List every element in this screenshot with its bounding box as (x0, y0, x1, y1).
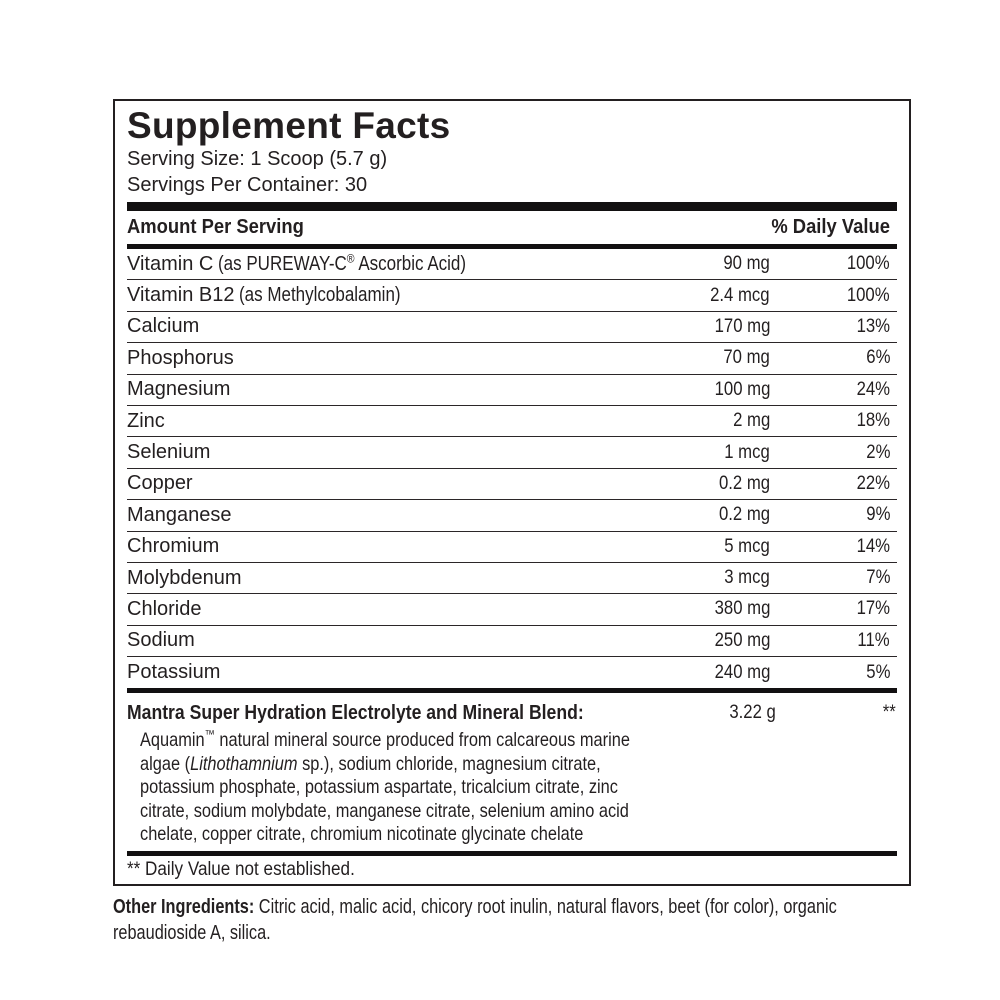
nutrient-amount: 100 mg (714, 378, 770, 400)
thick-divider-top (127, 202, 897, 211)
blend-row: Mantra Super Hydration Electrolyte and M… (127, 693, 897, 727)
header-daily-value: % Daily Value (771, 216, 890, 238)
nutrient-name: Zinc (127, 409, 165, 432)
trademark-symbol: ® (347, 251, 355, 266)
nutrient-name: Calcium (127, 315, 200, 338)
text-line: rebaudioside A, silica. (113, 922, 271, 944)
nutrient-name: Copper (127, 472, 193, 495)
nutrient-daily-value: 5% (865, 661, 890, 683)
nutrient-name: Magnesium (127, 378, 231, 401)
nutrient-name-detail: (as PUREWAY-C® Ascorbic Acid) (218, 251, 467, 275)
nutrient-row: Chloride 380 mg 17% (127, 594, 897, 626)
nutrient-daily-value: 2% (865, 441, 890, 463)
nutrient-amount: 380 mg (714, 598, 770, 620)
other-ingredients: Other Ingredients: Citric acid, malic ac… (113, 894, 973, 946)
nutrient-rows: Vitamin C (as PUREWAY-C® Ascorbic Acid) 90… (127, 249, 897, 688)
nutrient-amount: 240 mg (714, 661, 770, 683)
nutrient-name: Chloride (127, 597, 202, 620)
nutrient-daily-value: 7% (865, 567, 890, 589)
nutrient-daily-value: 17% (856, 598, 890, 620)
nutrient-name: Chromium (127, 535, 220, 558)
nutrient-daily-value: 6% (865, 347, 890, 369)
nutrient-amount: 3 mcg (724, 567, 770, 589)
text-line: potassium phosphate, potassium aspartate… (140, 776, 618, 799)
panel-title: Supplement Facts (127, 105, 451, 146)
nutrient-name: Potassium (127, 661, 221, 684)
footnote: ** Daily Value not established. (127, 856, 897, 883)
nutrient-row: Vitamin B12 (as Methylcobalamin) 2.4 mcg 10… (127, 280, 897, 312)
nutrient-row: Chromium 5 mcg 14% (127, 532, 897, 563)
nutrient-row: Vitamin C (as PUREWAY-C® Ascorbic Acid) 90… (127, 249, 897, 281)
nutrient-name: Selenium (127, 441, 211, 464)
blend-daily-value: ** (882, 702, 896, 724)
nutrient-amount: 90 mg (723, 253, 770, 275)
nutrient-amount: 5 mcg (724, 535, 770, 557)
servings-per-container: Servings Per Container: 30 (127, 174, 368, 196)
nutrient-row: Sodium 250 mg 11% (127, 626, 897, 658)
nutrient-daily-value: 9% (865, 504, 890, 526)
nutrient-amount: 2.4 mcg (710, 284, 770, 306)
nutrient-row: Molybdenum 3 mcg 7% (127, 563, 897, 595)
nutrient-name: Manganese (127, 503, 232, 526)
nutrient-row: Manganese 0.2 mg 9% (127, 500, 897, 532)
nutrient-daily-value: 13% (856, 315, 890, 337)
nutrient-name: Phosphorus (127, 346, 234, 369)
header-amount-per-serving: Amount Per Serving (127, 216, 304, 238)
nutrient-row: Potassium 240 mg 5% (127, 657, 897, 688)
nutrient-daily-value: 11% (857, 629, 890, 651)
text-line: chelate, copper citrate, chromium nicoti… (140, 823, 584, 846)
serving-size: Serving Size: 1 Scoop (5.7 g) (127, 148, 388, 170)
nutrient-row: Magnesium 100 mg 24% (127, 375, 897, 406)
nutrient-row: Copper 0.2 mg 22% (127, 469, 897, 501)
blend-divider (127, 688, 897, 694)
blend-name: Mantra Super Hydration Electrolyte and M… (127, 701, 584, 724)
text-line: Aquamin™ natural mineral source produced… (140, 727, 630, 752)
nutrient-amount: 2 mg (732, 410, 770, 432)
nutrient-row: Calcium 170 mg 13% (127, 312, 897, 344)
nutrient-name: Vitamin C (127, 252, 214, 275)
nutrient-daily-value: 22% (856, 472, 890, 494)
footnote-text: ** Daily Value not established. (127, 858, 355, 880)
nutrient-daily-value: 100% (847, 284, 890, 306)
nutrient-amount: 0.2 mg (718, 504, 770, 526)
blend-amount: 3.22 g (729, 702, 776, 724)
nutrient-amount: 170 mg (714, 315, 770, 337)
nutrient-row: Zinc 2 mg 18% (127, 406, 897, 438)
supplement-facts-panel: Supplement Facts Serving Size: 1 Scoop (… (113, 99, 911, 886)
nutrient-name: Vitamin B12 (127, 284, 235, 307)
nutrient-daily-value: 100% (847, 253, 890, 275)
text-line: citrate, sodium molybdate, manganese cit… (140, 799, 629, 822)
footnote-divider (127, 850, 897, 856)
blend-description: Aquamin™ natural mineral source produced… (140, 729, 897, 847)
nutrient-daily-value: 24% (856, 378, 890, 400)
text-line: algae (Lithothamnium sp.), sodium chlori… (140, 752, 601, 775)
nutrient-amount: 0.2 mg (718, 472, 770, 494)
nutrient-row: Phosphorus 70 mg 6% (127, 343, 897, 375)
header-divider (127, 244, 897, 249)
nutrient-name-detail: (as Methylcobalamin) (239, 284, 402, 307)
table-header: Amount Per Serving % Daily Value (127, 211, 897, 244)
nutrient-amount: 70 mg (723, 347, 770, 369)
nutrient-daily-value: 14% (856, 535, 890, 557)
text-line: Other Ingredients: Citric acid, malic ac… (113, 896, 837, 918)
nutrient-amount: 250 mg (714, 629, 770, 651)
nutrient-name: Sodium (127, 629, 195, 652)
nutrient-daily-value: 18% (856, 410, 890, 432)
nutrient-row: Selenium 1 mcg 2% (127, 437, 897, 469)
nutrient-amount: 1 mcg (724, 441, 770, 463)
nutrient-name: Molybdenum (127, 566, 242, 589)
